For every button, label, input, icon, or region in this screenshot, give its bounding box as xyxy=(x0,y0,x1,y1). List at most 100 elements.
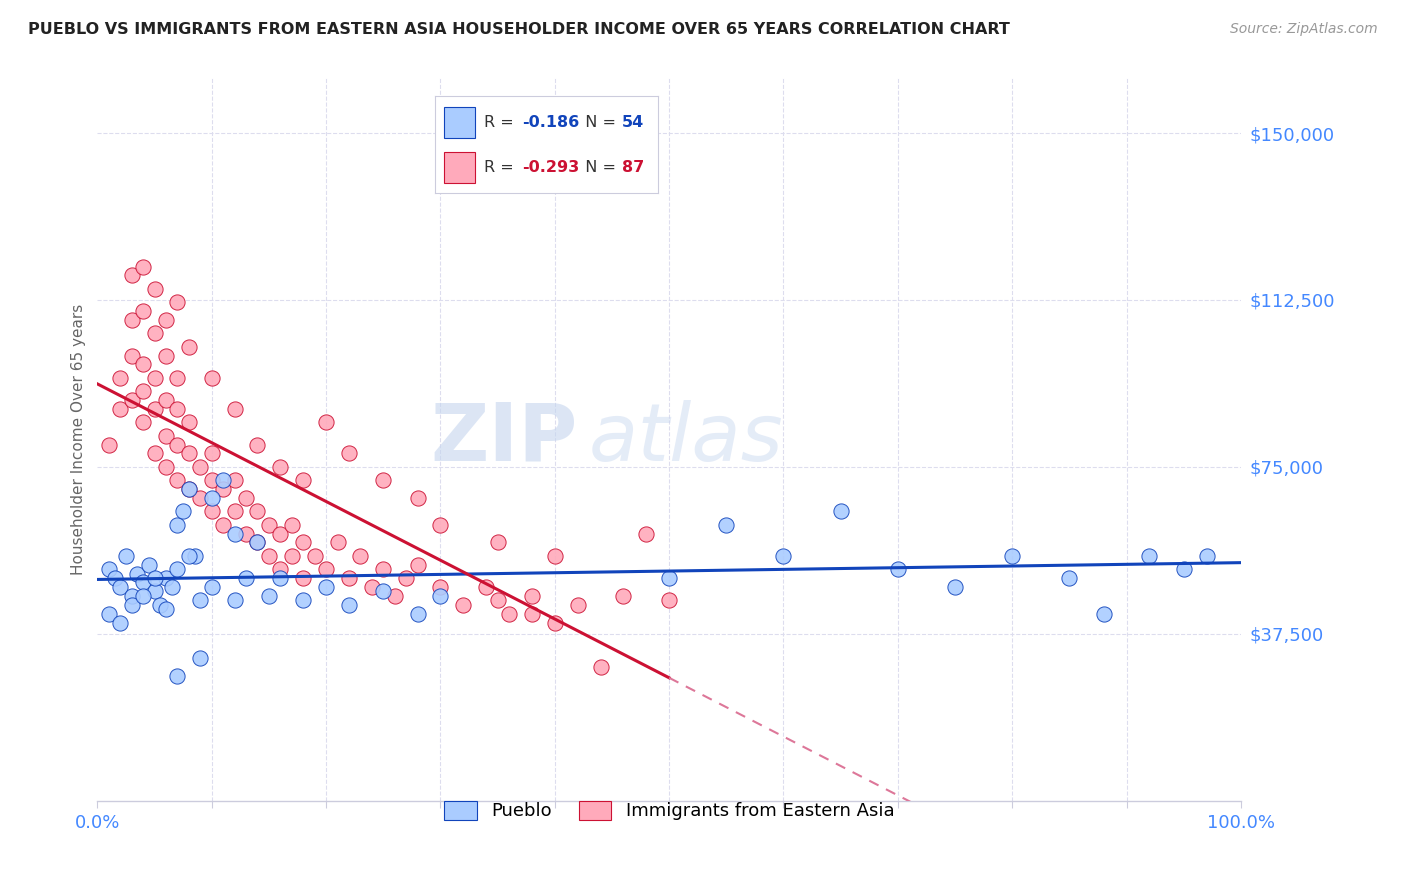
Point xyxy=(292,593,315,607)
Point xyxy=(281,549,304,563)
Point xyxy=(269,571,291,585)
Point xyxy=(269,459,291,474)
Point xyxy=(103,571,125,585)
Point xyxy=(406,558,429,572)
Point xyxy=(406,491,429,505)
Point xyxy=(429,589,451,603)
Point xyxy=(292,571,315,585)
Point xyxy=(224,526,246,541)
Point xyxy=(166,371,188,385)
Point xyxy=(155,459,177,474)
Point xyxy=(636,526,658,541)
Point xyxy=(292,535,315,549)
Point xyxy=(373,584,395,599)
Point xyxy=(486,593,509,607)
Point xyxy=(337,598,360,612)
Point xyxy=(520,607,543,621)
Point xyxy=(257,517,280,532)
Point xyxy=(589,660,612,674)
Point xyxy=(110,371,132,385)
Point xyxy=(520,589,543,603)
Point xyxy=(612,589,634,603)
Point xyxy=(155,571,177,585)
Point xyxy=(115,549,138,563)
Point xyxy=(121,392,143,407)
Point xyxy=(155,349,177,363)
Point xyxy=(121,313,143,327)
Point xyxy=(235,571,257,585)
Point xyxy=(177,482,200,496)
Point xyxy=(373,473,395,487)
Point xyxy=(143,571,166,585)
Point xyxy=(166,401,188,416)
Point xyxy=(172,504,194,518)
Point xyxy=(269,562,291,576)
Point xyxy=(132,358,155,372)
Point xyxy=(188,651,211,665)
Point xyxy=(395,571,418,585)
Point xyxy=(1092,607,1115,621)
Point xyxy=(121,589,143,603)
Point xyxy=(349,549,371,563)
Point xyxy=(132,415,155,429)
Point xyxy=(943,580,966,594)
Point xyxy=(257,549,280,563)
Point xyxy=(121,268,143,283)
Point xyxy=(155,428,177,442)
Point xyxy=(177,549,200,563)
Point xyxy=(658,593,681,607)
Point xyxy=(177,482,200,496)
Point xyxy=(486,535,509,549)
Point xyxy=(155,313,177,327)
Point xyxy=(498,607,520,621)
Point xyxy=(143,584,166,599)
Point xyxy=(212,482,235,496)
Point xyxy=(373,562,395,576)
Text: Source: ZipAtlas.com: Source: ZipAtlas.com xyxy=(1230,22,1378,37)
Point xyxy=(183,549,205,563)
Point xyxy=(658,571,681,585)
Point xyxy=(326,535,349,549)
Point xyxy=(235,526,257,541)
Point xyxy=(1001,549,1024,563)
Point xyxy=(166,669,188,683)
Point xyxy=(166,562,188,576)
Point xyxy=(110,401,132,416)
Point xyxy=(143,446,166,460)
Point xyxy=(143,401,166,416)
Point xyxy=(235,491,257,505)
Text: PUEBLO VS IMMIGRANTS FROM EASTERN ASIA HOUSEHOLDER INCOME OVER 65 YEARS CORRELAT: PUEBLO VS IMMIGRANTS FROM EASTERN ASIA H… xyxy=(28,22,1010,37)
Point xyxy=(212,517,235,532)
Point xyxy=(121,598,143,612)
Point xyxy=(544,549,567,563)
Point xyxy=(166,473,188,487)
Point xyxy=(453,598,475,612)
Point xyxy=(224,593,246,607)
Point xyxy=(201,504,224,518)
Point xyxy=(224,473,246,487)
Point xyxy=(1139,549,1161,563)
Point xyxy=(188,459,211,474)
Point xyxy=(143,371,166,385)
Point xyxy=(246,437,269,451)
Text: atlas: atlas xyxy=(589,400,783,478)
Point xyxy=(121,349,143,363)
Point xyxy=(292,473,315,487)
Point xyxy=(830,504,852,518)
Point xyxy=(212,473,235,487)
Point xyxy=(315,580,337,594)
Point xyxy=(177,340,200,354)
Point xyxy=(224,504,246,518)
Point xyxy=(149,598,172,612)
Point xyxy=(429,517,451,532)
Point xyxy=(475,580,498,594)
Legend: Pueblo, Immigrants from Eastern Asia: Pueblo, Immigrants from Eastern Asia xyxy=(433,790,905,831)
Point xyxy=(201,580,224,594)
Point xyxy=(166,437,188,451)
Point xyxy=(166,517,188,532)
Point xyxy=(177,446,200,460)
Point xyxy=(201,473,224,487)
Point xyxy=(337,446,360,460)
Point xyxy=(201,371,224,385)
Point xyxy=(155,392,177,407)
